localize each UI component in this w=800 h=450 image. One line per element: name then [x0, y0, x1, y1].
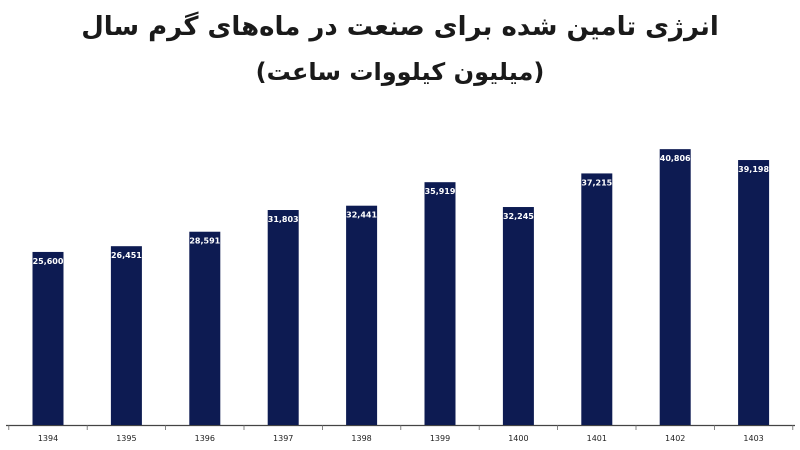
x-tick-label: 1401 — [587, 434, 607, 443]
data-label: 31,803 — [268, 215, 299, 224]
bar — [346, 205, 378, 425]
x-tick-label: 1397 — [273, 434, 293, 443]
bar — [267, 210, 299, 425]
data-label: 39,198 — [738, 165, 769, 174]
data-label: 25,600 — [33, 257, 64, 266]
x-tick-label: 1403 — [743, 434, 763, 443]
bar — [110, 246, 142, 425]
bar — [502, 207, 534, 425]
bar — [581, 173, 613, 425]
x-tick-label: 1398 — [351, 434, 371, 443]
data-label: 35,919 — [425, 187, 456, 196]
bar — [424, 182, 456, 425]
data-label: 28,591 — [189, 237, 220, 246]
bar — [189, 231, 221, 425]
bar — [738, 160, 770, 425]
x-tick-label: 1394 — [38, 434, 58, 443]
x-tick-label: 1395 — [116, 434, 136, 443]
chart-title: انرژی تامین شده برای صنعت در ماه‌های گرم… — [81, 12, 719, 42]
data-label: 32,245 — [503, 212, 534, 221]
x-tick-label: 1402 — [665, 434, 685, 443]
x-tick-label: 1400 — [508, 434, 528, 443]
bar — [659, 149, 691, 426]
data-label: 26,451 — [111, 251, 142, 260]
data-label: 37,215 — [581, 178, 612, 187]
chart-subtitle: (میلیون کیلووات ساعت) — [255, 58, 545, 86]
x-tick-label: 1396 — [195, 434, 215, 443]
data-label: 40,806 — [660, 154, 691, 163]
bar — [32, 251, 64, 425]
data-label: 32,441 — [346, 211, 377, 220]
x-tick-label: 1399 — [430, 434, 450, 443]
